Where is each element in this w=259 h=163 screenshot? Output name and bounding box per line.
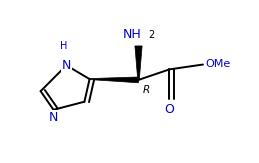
Text: N: N (49, 111, 58, 124)
Text: N: N (62, 59, 71, 72)
Text: OMe: OMe (205, 59, 231, 69)
Text: 2: 2 (148, 30, 154, 40)
Text: O: O (164, 103, 174, 116)
Text: NH: NH (123, 28, 141, 41)
Polygon shape (90, 77, 139, 83)
Text: R: R (143, 85, 150, 95)
Polygon shape (135, 46, 142, 80)
Text: H: H (60, 41, 68, 51)
